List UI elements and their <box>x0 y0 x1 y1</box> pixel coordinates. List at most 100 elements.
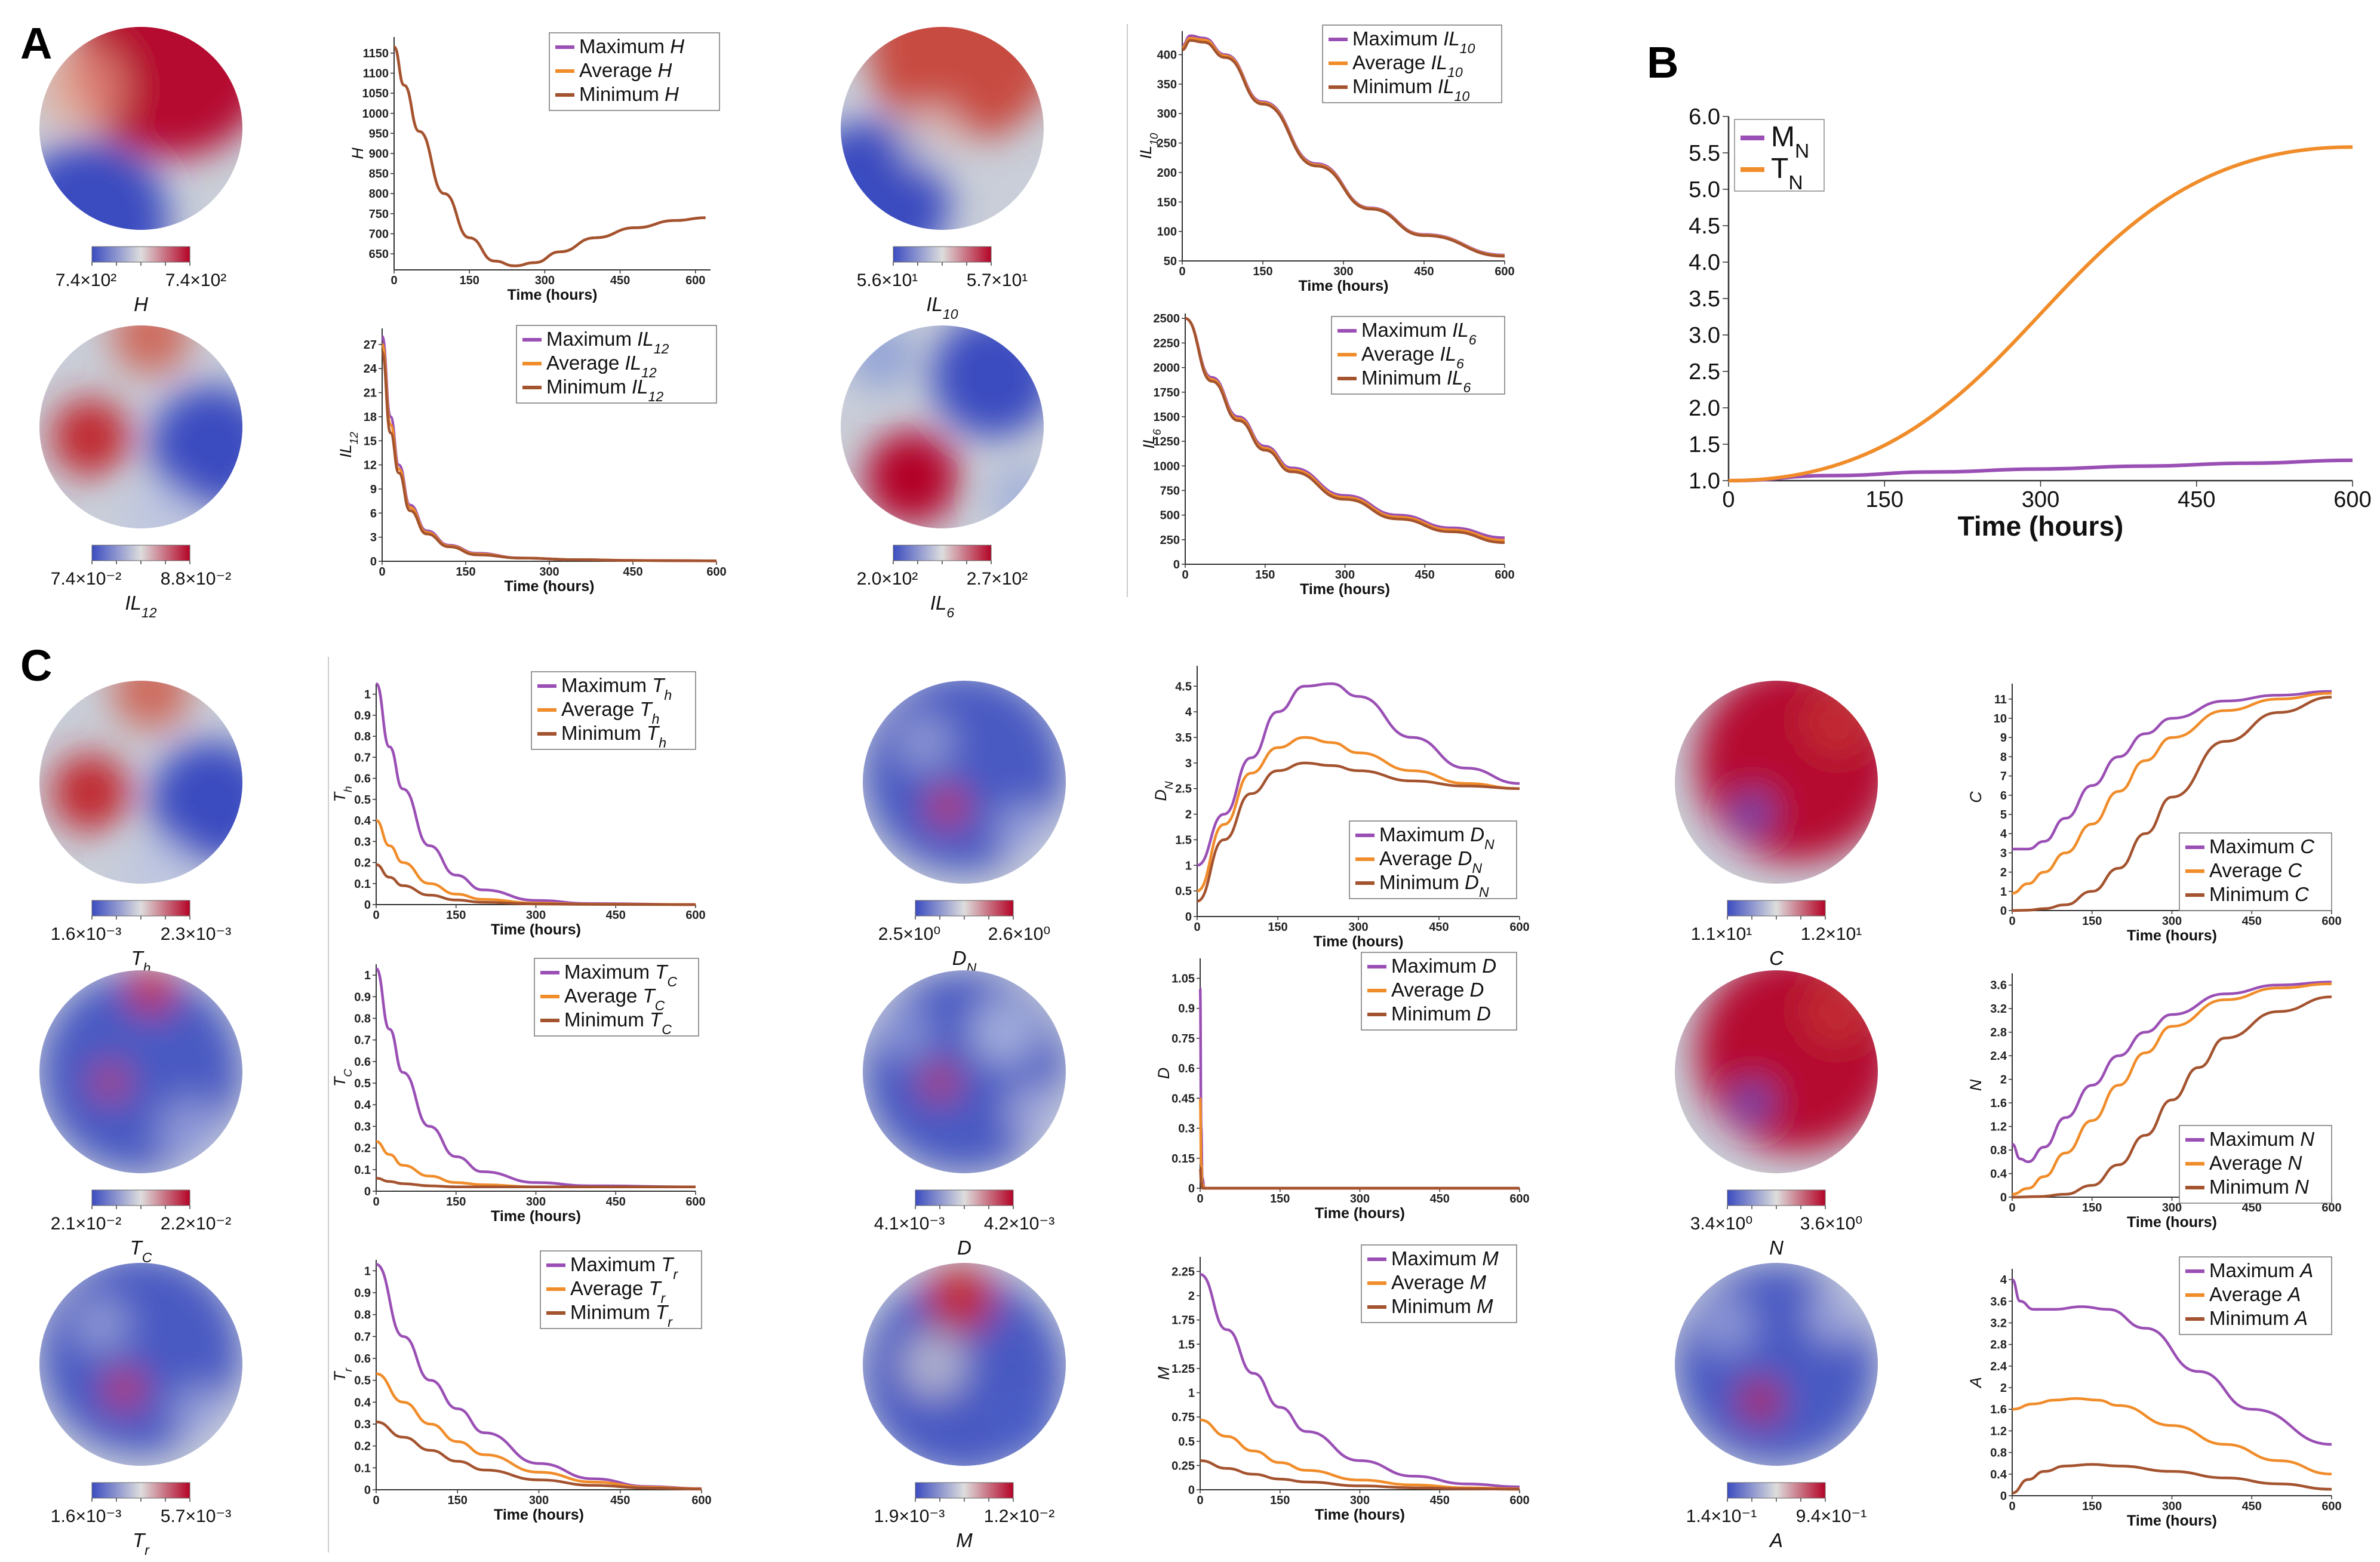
legend-label-var: D <box>1457 847 1472 869</box>
series-line-min <box>2012 696 2332 912</box>
legend-label: Average D <box>1391 979 1484 1001</box>
y-tick-label: 0 <box>2000 1490 2007 1503</box>
series-line-avg <box>1185 316 1505 542</box>
y-axis-title-main: T <box>331 1075 349 1087</box>
y-tick-label: 0.3 <box>354 1418 371 1431</box>
legend-label-var: M <box>1477 1295 1493 1317</box>
heatmap-blob <box>997 805 1053 861</box>
x-tick-label: 300 <box>526 909 546 922</box>
legend-label: Average IL10 <box>1352 51 1463 80</box>
y-tick-label: 1.5 <box>1689 432 1720 457</box>
colorbar <box>893 545 992 561</box>
heatmap-blob <box>898 104 966 173</box>
y-axis-title-main: M <box>1155 1366 1173 1380</box>
x-axis-title: Time (hours) <box>494 1506 584 1523</box>
y-tick-label: 0 <box>364 1185 371 1198</box>
legend-label-var: A <box>2293 1307 2308 1329</box>
legend-label-var: D <box>1465 871 1479 893</box>
heatmap-blob <box>174 1387 230 1443</box>
x-tick-label: 300 <box>526 1195 546 1209</box>
colorbar-min-label: 4.1×10⁻³ <box>874 1214 945 1234</box>
y-tick-label: 1000 <box>1154 460 1180 473</box>
legend-label-tn: TN <box>1771 153 1803 194</box>
y-tick-label: 5.5 <box>1689 141 1720 166</box>
heatmap-blob <box>158 1099 226 1167</box>
x-tick-label: 0 <box>1722 487 1735 512</box>
legend-label-var: A <box>2299 1259 2313 1281</box>
legend-label: Minimum IL6 <box>1361 367 1471 395</box>
legend-label: Maximum N <box>2209 1128 2314 1150</box>
legend-label-word: Maximum <box>561 674 652 696</box>
legend-label-sub: N <box>1479 884 1489 900</box>
colorbar-max-label: 2.6×10⁰ <box>988 924 1051 944</box>
y-tick-label: 15 <box>364 435 377 448</box>
heatmap-blob <box>1733 1083 1771 1121</box>
y-tick-label: 750 <box>369 208 389 221</box>
x-tick-label: 0 <box>373 1494 379 1507</box>
y-tick-label: 5.0 <box>1689 177 1720 202</box>
y-axis-title: M <box>1155 1366 1173 1380</box>
legend-label-var: IL <box>1447 367 1463 389</box>
chart-m: 0 150 300 450 600 0 0.25 0.5 0.75 1 1.25 1.5 1.75 2 2.… <box>1155 1244 1530 1523</box>
legend-label: Average Th <box>561 698 660 727</box>
x-tick-label: 600 <box>1509 1192 1529 1206</box>
heatmap-variable-label: N <box>1769 1237 1784 1259</box>
legend-box <box>549 32 720 111</box>
y-tick-label: 0.2 <box>354 1142 371 1155</box>
y-tick-label: 0.4 <box>1990 1168 2007 1181</box>
y-axis-title-sub: 12 <box>348 432 361 445</box>
colorbar <box>915 900 1014 917</box>
heatmap-blob <box>863 971 1065 1173</box>
legend-label-var: C <box>2287 859 2302 881</box>
y-tick-label: 0.75 <box>1171 1032 1195 1046</box>
x-tick-label: 450 <box>610 1494 630 1507</box>
heatmap-blob <box>94 1066 127 1098</box>
panel-label-b: B <box>1647 38 1678 87</box>
y-tick-label: 800 <box>369 187 389 201</box>
x-tick-label: 300 <box>2162 1500 2182 1513</box>
colorbar-min-label: 2.0×10² <box>857 569 918 589</box>
y-tick-label: 250 <box>1157 137 1177 150</box>
legend-label-word: Maximum <box>2209 1128 2300 1150</box>
legend-label-var: D <box>1469 979 1484 1001</box>
legend-label-word: Maximum <box>546 328 637 350</box>
legend-label-var: A <box>2286 1283 2301 1305</box>
x-axis-title: Time (hours) <box>508 287 598 303</box>
y-tick-label: 0.4 <box>354 814 371 828</box>
y-tick-label: 1.2 <box>1990 1425 2007 1438</box>
y-tick-label: 2 <box>2000 866 2007 880</box>
colorbar-max-label: 5.7×10¹ <box>967 270 1028 290</box>
legend-label-word: Average <box>579 59 657 81</box>
heatmap-variable-label-main: H <box>134 293 148 315</box>
colorbar <box>91 246 190 263</box>
heatmap-field <box>863 971 1065 1173</box>
colorbar-max-label: 2.2×10⁻² <box>161 1214 231 1234</box>
y-axis-title: Tr <box>331 1367 355 1382</box>
y-tick-label: 0 <box>1185 911 1192 924</box>
y-tick-label: 0.7 <box>354 1330 371 1343</box>
y-tick-label: 2 <box>2000 1382 2007 1395</box>
y-tick-label: 0.3 <box>354 835 371 848</box>
y-tick-label: 0.8 <box>354 730 371 743</box>
y-axis-title-sub: N <box>1163 781 1176 789</box>
heatmap-disc <box>39 970 242 1173</box>
y-tick-label: 0.8 <box>354 1309 371 1322</box>
legend-label-var: H <box>670 35 684 57</box>
y-tick-label: 1500 <box>1154 411 1180 424</box>
colorbar <box>915 1482 1014 1499</box>
y-tick-label: 0.7 <box>354 1034 371 1047</box>
heatmap-blob <box>122 834 201 884</box>
legend-label-var: C <box>2295 883 2310 905</box>
heatmap-blob <box>971 997 1039 1065</box>
chart-il10: 0 150 300 450 600 50 100 150 200 250 300 350 400 Time… <box>1137 24 1515 294</box>
y-tick-label: 2.5 <box>1689 359 1720 385</box>
heatmap-blob <box>989 464 1044 528</box>
heatmap-blob <box>122 479 201 528</box>
y-tick-label: 1250 <box>1154 435 1180 448</box>
legend-label-word: Maximum <box>564 961 655 983</box>
legend-label: Minimum DN <box>1379 871 1489 900</box>
y-axis-title-sub: 6 <box>1151 429 1164 435</box>
heatmap-d: 4.1×10⁻³ 4.2×10⁻³ D <box>863 970 1066 1259</box>
